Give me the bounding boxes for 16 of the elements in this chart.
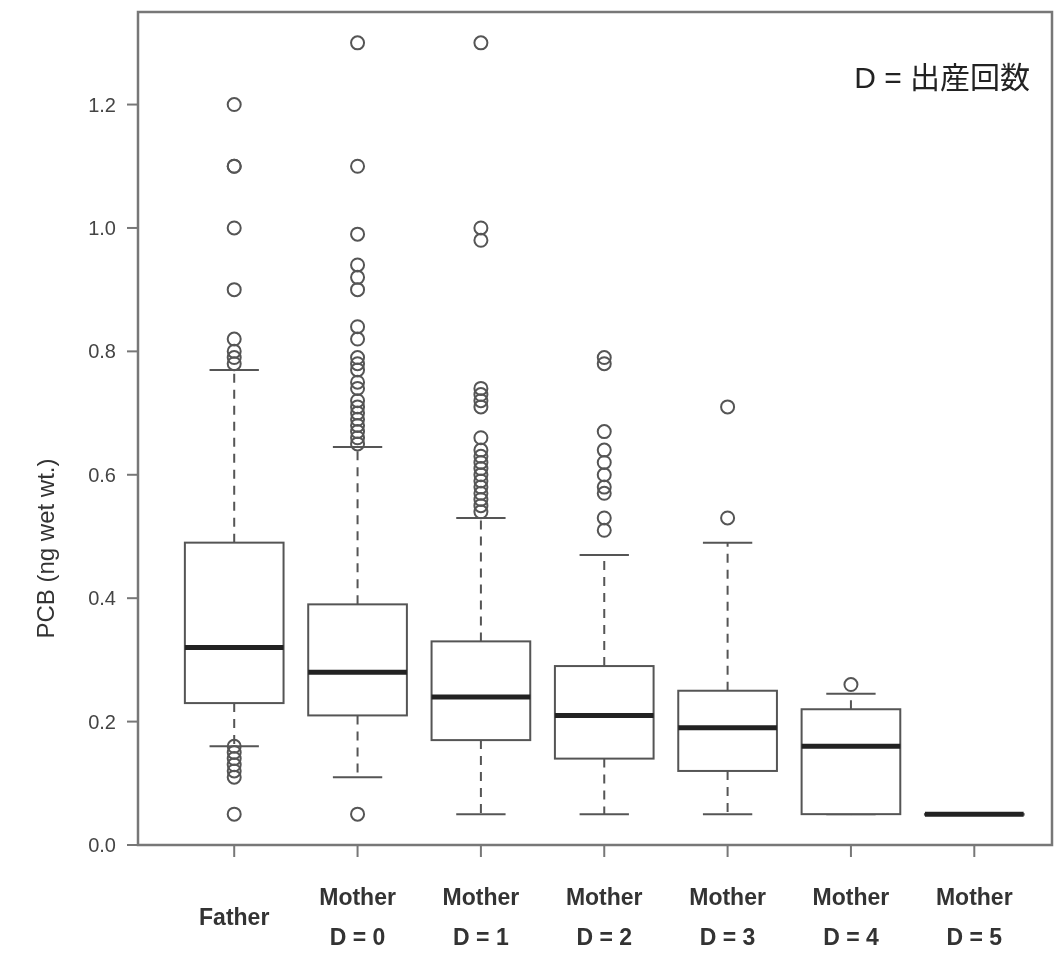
y-tick-label: 1.0 (88, 216, 116, 239)
x-tick-label: Mother D = 3 (689, 884, 766, 950)
x-tick-label: Mother D = 0 (319, 884, 396, 950)
y-tick-label: 0.4 (88, 587, 116, 610)
x-tick-label: Father (199, 904, 270, 930)
annotation: D = 出産回数 (854, 61, 1030, 94)
x-tick-label: Mother D = 4 (812, 884, 890, 950)
y-tick-label: 0.8 (88, 340, 116, 363)
y-axis-title: PCB (ng wet wt.) (31, 458, 59, 639)
y-tick-label: 0.0 (88, 834, 116, 856)
x-tick-label: Mother D = 1 (442, 884, 520, 950)
y-tick-label: 0.6 (88, 463, 116, 486)
x-tick-label: Mother D = 2 (565, 884, 643, 950)
y-tick-label: 0.2 (88, 710, 116, 733)
y-tick-label: 1.2 (88, 93, 116, 116)
x-tick-label: Mother D = 5 (935, 884, 1013, 950)
